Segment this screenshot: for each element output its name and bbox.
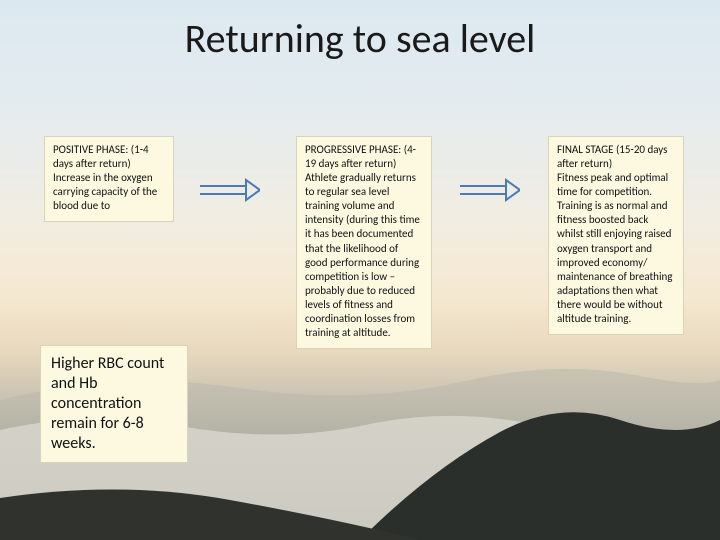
phase-box-positive: POSITIVE PHASE: (1-4 days after return) … <box>44 136 174 222</box>
phase-body: Athlete gradually returns to regular sea… <box>305 171 420 339</box>
phase-body: Increase in the oxygen carrying capacity… <box>53 171 157 212</box>
phase-heading: FINAL STAGE (15-20 days after return) <box>557 143 667 170</box>
note-box-rbc: Higher RBC count and Hb concentration re… <box>40 345 188 463</box>
note-text: Higher RBC count and Hb concentration re… <box>51 354 164 453</box>
phase-heading: PROGRESSIVE PHASE: (4-19 days after retu… <box>305 143 416 170</box>
page-title: Returning to sea level <box>0 14 720 63</box>
phase-heading: POSITIVE PHASE: (1-4 days after return) <box>53 143 149 170</box>
arrow-icon <box>458 178 520 202</box>
phase-box-final: FINAL STAGE (15-20 days after return) Fi… <box>548 136 684 335</box>
phase-box-progressive: PROGRESSIVE PHASE: (4-19 days after retu… <box>296 136 432 349</box>
phase-body: Fitness peak and optimal time for compet… <box>557 171 672 325</box>
arrow-icon <box>198 178 260 202</box>
